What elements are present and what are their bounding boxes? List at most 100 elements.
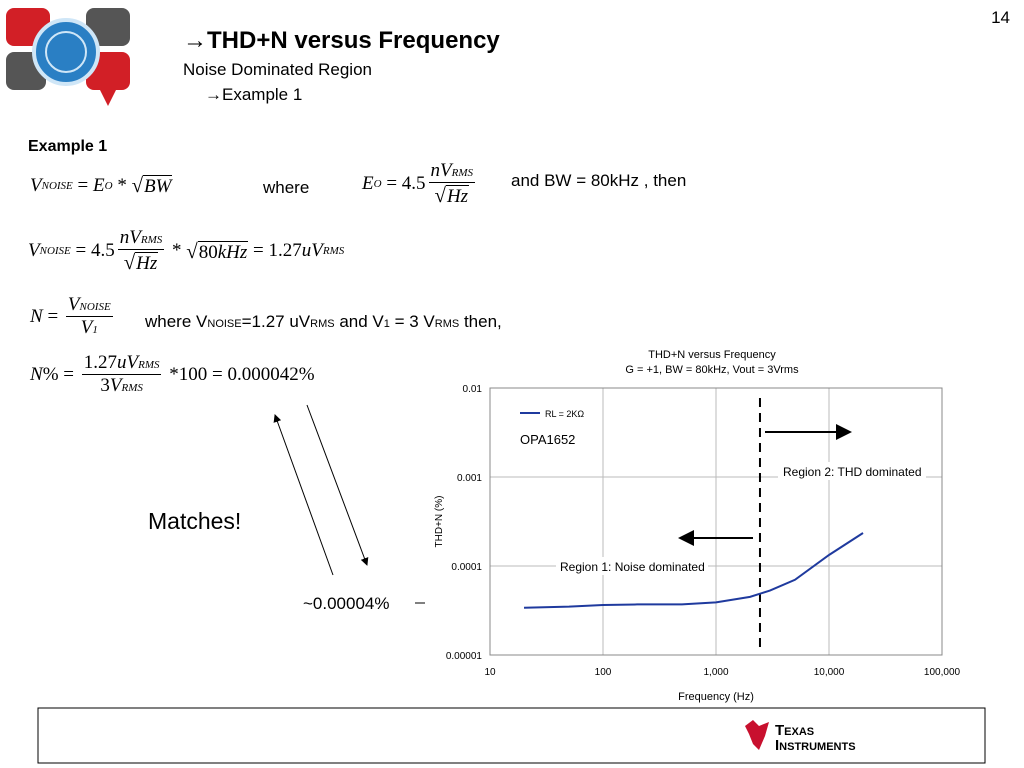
eq-symbol: V <box>28 240 40 261</box>
equation: N = V NOISE V 1 <box>30 294 116 339</box>
sqrt-body: 80kHz <box>197 240 249 264</box>
text: Matches! <box>148 508 242 534</box>
denominator: √ Hz <box>122 250 161 275</box>
numerator: V NOISE <box>65 294 113 317</box>
eq-text: = 4.5 <box>70 240 115 261</box>
eq-symbol: kHz <box>217 241 248 263</box>
eq-symbol: N <box>30 363 43 385</box>
sqrt-sign: √ <box>123 250 136 274</box>
fraction: 1.27 uV RMS 3 V RMS <box>81 352 162 397</box>
denominator: √ Hz <box>432 183 471 208</box>
annotation-box <box>778 462 926 480</box>
annotation: Region 2: THD dominated <box>783 465 922 479</box>
eq-subscript: RMS <box>451 167 474 179</box>
x-tick-label: 10,000 <box>814 667 845 678</box>
y-tick-label: 0.00001 <box>446 651 483 662</box>
fraction: nV RMS √ Hz <box>428 160 476 208</box>
eq-text: 1.27 <box>83 352 117 373</box>
x-tick-label: 10 <box>484 667 496 678</box>
eq-symbol: V <box>67 294 80 315</box>
chart-subtitle: G = +1, BW = 80kHz, Vout = 3Vrms <box>625 364 799 376</box>
equation: N% = 1.27 uV RMS 3 V RMS *100 = 0.000042% <box>30 352 315 397</box>
eq-symbol: V <box>30 174 42 196</box>
eq-text: =1.27 uV <box>241 312 311 331</box>
eq-subscript: NOISE <box>39 245 71 257</box>
eq-text: = 4.5 <box>381 173 426 194</box>
text: where <box>263 178 310 197</box>
eq-subscript: RMS <box>322 245 345 257</box>
sqrt-body: BW <box>143 175 173 198</box>
subtitle: Noise Dominated Region <box>183 60 372 79</box>
chart-background <box>425 345 965 707</box>
sqrt-sign: √ <box>186 238 198 263</box>
subsection: →Example 1 <box>205 85 303 104</box>
annotation: Region 1: Noise dominated <box>560 560 705 574</box>
logo-text: Texas <box>775 722 814 739</box>
logo-icon <box>6 8 130 106</box>
eq-subscript: 1 <box>383 318 390 330</box>
eq-subscript: NOISE <box>207 318 242 330</box>
title: →THD+N versus Frequency <box>183 27 500 54</box>
eq-subscript: NOISE <box>41 179 73 192</box>
eq-subscript: O <box>104 179 113 192</box>
eq-text: = <box>42 305 63 327</box>
arrow <box>273 414 334 576</box>
eq-text: * <box>112 174 132 196</box>
eq-subscript: NOISE <box>79 301 111 313</box>
chart: THD+N versus Frequency G = +1, BW = 80kHz… <box>434 349 961 703</box>
eq-symbol: nV <box>119 227 141 248</box>
logo-text: Instruments <box>775 737 856 754</box>
data-line <box>523 532 864 609</box>
numerator: nV RMS <box>117 227 165 250</box>
x-tick-label: 100 <box>595 667 612 678</box>
eq-text: 3 <box>100 375 110 396</box>
eq-text: = <box>72 174 93 196</box>
eq-symbol: E <box>93 174 105 196</box>
eq-symbol: V <box>109 375 122 396</box>
eq-subscript: 1 <box>92 324 98 336</box>
eq-text: = 3 V <box>389 312 435 331</box>
numerator: nV RMS <box>428 160 476 183</box>
x-tick-label: 100,000 <box>924 667 961 678</box>
annotation: OPA1652 <box>520 432 575 447</box>
eq-symbol: Hz <box>136 253 158 274</box>
sqrt-body: Hz <box>135 252 159 275</box>
text: and BW = 80kHz , then <box>511 171 687 190</box>
eq-text: then, <box>459 312 502 331</box>
eq-symbol: E <box>362 173 374 194</box>
arrow <box>306 404 369 566</box>
eq-subscript: O <box>373 178 382 190</box>
eq-text: 80 <box>198 241 218 263</box>
sqrt-sign: √ <box>131 173 144 197</box>
y-tick-label: 0.0001 <box>451 562 482 573</box>
eq-text: *100 = 0.000042% <box>164 363 315 385</box>
plot-frame <box>489 387 943 656</box>
text: ~0.00004% <box>303 594 390 613</box>
eq-symbol: V <box>80 317 93 338</box>
page-number: 14 <box>991 8 1010 27</box>
sqrt-sign: √ <box>434 183 446 207</box>
sqrt: √ BW <box>132 173 173 198</box>
eq-subscript: RMS <box>434 318 460 330</box>
y-axis-label: THD+N (%) <box>434 496 445 548</box>
numerator: 1.27 uV RMS <box>81 352 162 375</box>
eq-symbol: N <box>30 305 43 327</box>
y-tick-label: 0.01 <box>463 384 483 395</box>
equation: V NOISE = 4.5 nV RMS √ Hz * √ 80kHz = 1.27 uV RM… <box>28 227 344 275</box>
eq-subscript: RMS <box>140 234 163 246</box>
footer-box <box>37 707 986 764</box>
chart-title: THD+N versus Frequency <box>648 349 776 361</box>
example-heading: Example 1 <box>28 138 108 155</box>
ti-logo-mark <box>745 720 769 750</box>
denominator: 3 V RMS <box>98 375 145 397</box>
fraction: V NOISE V 1 <box>65 294 113 339</box>
fraction: nV RMS √ Hz <box>117 227 165 275</box>
eq-text: * <box>167 240 187 261</box>
eq-subscript: RMS <box>138 359 160 371</box>
eq-text: % = <box>42 363 79 385</box>
sqrt: √ 80kHz <box>186 238 249 264</box>
